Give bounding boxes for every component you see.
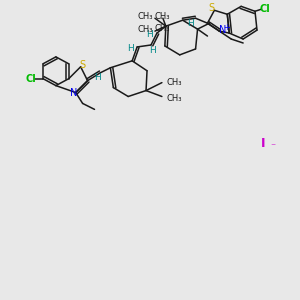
Text: CH₃: CH₃ xyxy=(154,12,170,21)
Text: N: N xyxy=(219,25,226,35)
Text: CH₃: CH₃ xyxy=(137,25,153,34)
Text: CH₃: CH₃ xyxy=(154,24,170,33)
Text: +: + xyxy=(223,22,230,32)
Text: CH₃: CH₃ xyxy=(137,12,153,21)
Text: Cl: Cl xyxy=(26,74,37,84)
Text: CH₃: CH₃ xyxy=(166,78,182,87)
Text: ⁻: ⁻ xyxy=(270,142,275,152)
Text: CH₃: CH₃ xyxy=(166,94,182,103)
Text: H: H xyxy=(94,73,101,82)
Text: Cl: Cl xyxy=(260,4,270,14)
Text: H: H xyxy=(147,30,153,39)
Text: N: N xyxy=(70,88,77,98)
Text: H: H xyxy=(187,19,194,28)
Text: S: S xyxy=(80,60,86,70)
Text: H: H xyxy=(150,46,156,56)
Text: I: I xyxy=(261,136,265,150)
Text: S: S xyxy=(208,3,214,13)
Text: H: H xyxy=(127,44,134,53)
